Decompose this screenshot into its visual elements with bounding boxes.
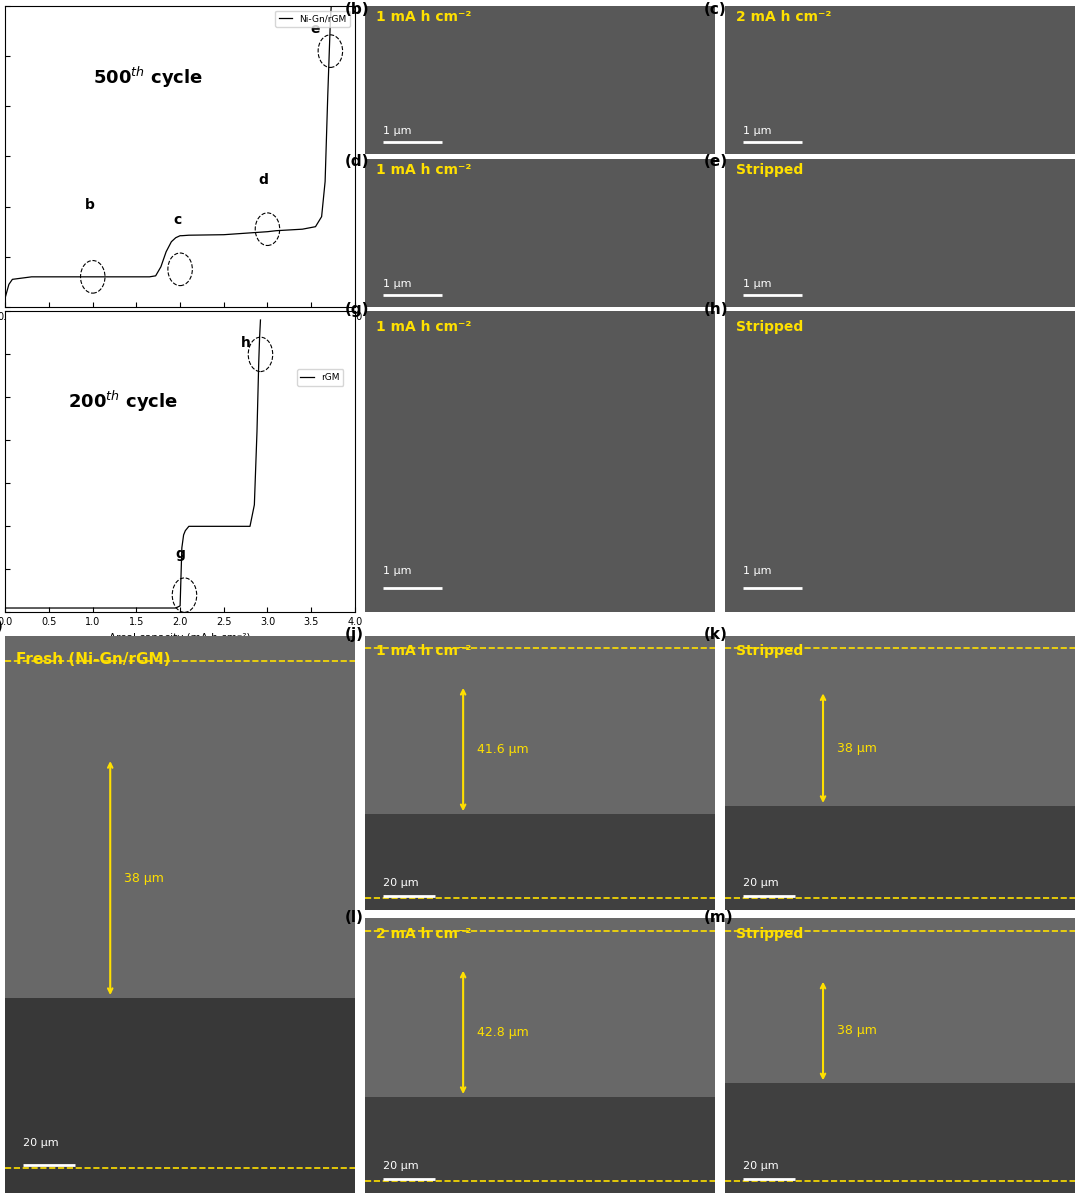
X-axis label: Areal capacity (mA h cm⁻²): Areal capacity (mA h cm⁻²)	[109, 327, 251, 337]
Text: 1 mA h cm⁻²: 1 mA h cm⁻²	[376, 644, 471, 658]
Text: g: g	[175, 547, 185, 561]
Text: 500$^{th}$ cycle: 500$^{th}$ cycle	[93, 65, 203, 90]
Text: 42.8 μm: 42.8 μm	[477, 1026, 529, 1038]
Text: 200$^{th}$ cycle: 200$^{th}$ cycle	[68, 388, 178, 414]
Text: Stripped: Stripped	[735, 644, 802, 658]
Text: 20 μm: 20 μm	[743, 878, 779, 888]
Text: (k): (k)	[704, 627, 728, 643]
FancyBboxPatch shape	[365, 814, 715, 910]
Text: (j): (j)	[345, 627, 363, 643]
Text: 41.6 μm: 41.6 μm	[477, 743, 529, 757]
Text: (i): (i)	[0, 619, 3, 634]
Text: 20 μm: 20 μm	[743, 1161, 779, 1171]
Text: Fresh (Ni-Gn/rGM): Fresh (Ni-Gn/rGM)	[16, 652, 171, 668]
FancyBboxPatch shape	[725, 1083, 1075, 1193]
Text: h: h	[241, 336, 251, 350]
FancyBboxPatch shape	[5, 998, 355, 1193]
Text: 20 μm: 20 μm	[382, 878, 418, 888]
Text: 1 mA h cm⁻²: 1 mA h cm⁻²	[376, 163, 471, 177]
Legend: Ni-Gn/rGM: Ni-Gn/rGM	[275, 11, 350, 26]
Text: (g): (g)	[345, 302, 369, 318]
Text: 38 μm: 38 μm	[124, 872, 164, 885]
X-axis label: Areal capacity (mA h cm⁻²): Areal capacity (mA h cm⁻²)	[109, 633, 251, 643]
Text: Stripped: Stripped	[735, 320, 802, 335]
FancyBboxPatch shape	[365, 1097, 715, 1193]
Text: 1 μm: 1 μm	[382, 279, 411, 289]
Text: (b): (b)	[345, 1, 369, 17]
Text: c: c	[174, 212, 181, 227]
Text: 1 mA h cm⁻²: 1 mA h cm⁻²	[376, 320, 471, 335]
Text: 38 μm: 38 μm	[837, 1024, 877, 1037]
Text: 1 μm: 1 μm	[382, 126, 411, 137]
Text: Stripped: Stripped	[735, 927, 802, 941]
Text: (c): (c)	[704, 1, 727, 17]
Text: (e): (e)	[704, 155, 728, 169]
Text: (m): (m)	[704, 910, 733, 926]
Text: b: b	[85, 198, 95, 212]
Text: e: e	[311, 22, 321, 36]
Text: 1 mA h cm⁻²: 1 mA h cm⁻²	[376, 11, 471, 24]
Text: (d): (d)	[345, 155, 369, 169]
Text: 2 mA h cm⁻²: 2 mA h cm⁻²	[376, 927, 471, 941]
Text: Stripped: Stripped	[735, 163, 802, 177]
Legend: rGM: rGM	[297, 369, 343, 386]
Text: 20 μm: 20 μm	[23, 1138, 58, 1149]
Text: 1 μm: 1 μm	[743, 279, 771, 289]
Text: 38 μm: 38 μm	[837, 742, 877, 754]
Text: 20 μm: 20 μm	[382, 1161, 418, 1171]
Text: d: d	[258, 173, 268, 187]
Text: (l): (l)	[345, 910, 363, 926]
Text: (h): (h)	[704, 302, 729, 318]
Text: 1 μm: 1 μm	[743, 566, 771, 577]
Text: 1 μm: 1 μm	[382, 566, 411, 577]
Text: 1 μm: 1 μm	[743, 126, 771, 137]
Text: 2 mA h cm⁻²: 2 mA h cm⁻²	[735, 11, 831, 24]
FancyBboxPatch shape	[725, 806, 1075, 910]
